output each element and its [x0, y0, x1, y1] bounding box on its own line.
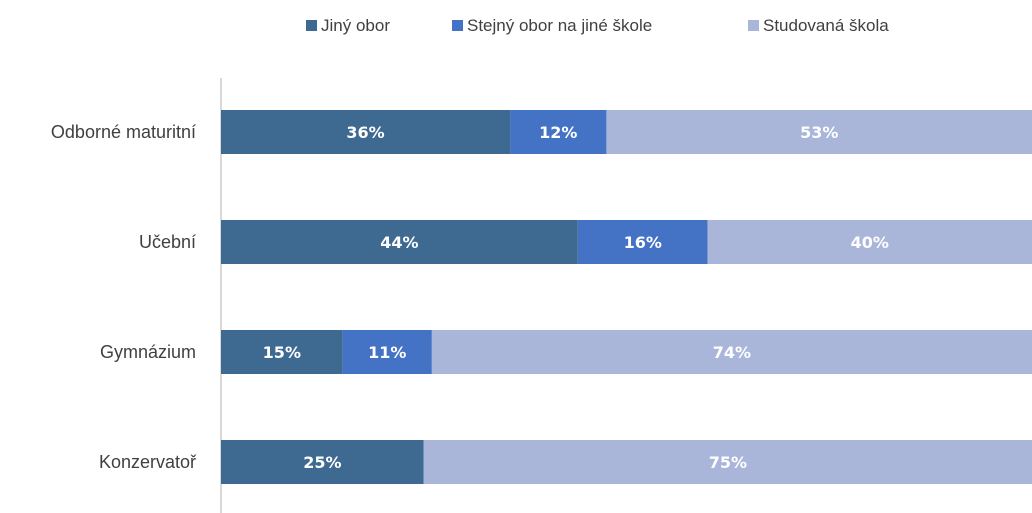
category-labels: Odborné maturitní Učební Gymnázium Konzerva… [51, 122, 197, 472]
legend-label-jiny-obor: Jiný obor [321, 16, 390, 35]
legend-swatch-studovana-skola [748, 20, 759, 31]
bar-segment-konzervator-jiny-obor [221, 440, 424, 484]
legend-swatch-jiny-obor [306, 20, 317, 31]
data-labels: 36% 12% 53% 44% 16% 40% 15% 11% 74% 25% 75% [263, 123, 889, 472]
bars [221, 110, 1032, 484]
bar-segment-odborne-maturitni-studovana-skola [606, 110, 1032, 154]
data-label-gymnazium-stejny-obor-na-jine-skole: 11% [368, 343, 406, 362]
legend-label-studovana-skola: Studovaná škola [763, 16, 889, 35]
data-label-ucebni-studovana-skola: 40% [851, 233, 889, 252]
bar-segment-odborne-maturitni-stejny-obor-na-jine-skole [510, 110, 607, 154]
data-label-ucebni-stejny-obor-na-jine-skole: 16% [624, 233, 662, 252]
data-label-odborne-maturitni-stejny-obor-na-jine-skole: 12% [539, 123, 577, 142]
data-label-gymnazium-jiny-obor: 15% [263, 343, 301, 362]
category-label-odborne-maturitni: Odborné maturitní [51, 122, 196, 142]
bar-segment-gymnazium-studovana-skola [431, 330, 1032, 374]
data-label-gymnazium-studovana-skola: 74% [713, 343, 751, 362]
legend-label-stejny-obor-na-jine-skole: Stejný obor na jiné škole [467, 16, 652, 35]
data-label-konzervator-studovana-skola: 75% [709, 453, 747, 472]
data-label-odborne-maturitni-jiny-obor: 36% [346, 123, 384, 142]
data-label-ucebni-jiny-obor: 44% [380, 233, 418, 252]
legend-swatch-stejny-obor-na-jine-skole [452, 20, 463, 31]
bar-segment-konzervator-studovana-skola [423, 440, 1032, 484]
legend: Jiný obor Stejný obor na jiné škole Studov… [306, 16, 889, 35]
category-label-ucebni: Učební [139, 232, 196, 252]
bar-segment-ucebni-stejny-obor-na-jine-skole [577, 220, 708, 264]
bar-segment-gymnazium-jiny-obor [221, 330, 343, 374]
bar-segment-gymnazium-stejny-obor-na-jine-skole [342, 330, 432, 374]
category-label-konzervator: Konzervatoř [99, 452, 197, 472]
bar-segment-ucebni-studovana-skola [707, 220, 1032, 264]
data-label-konzervator-jiny-obor: 25% [303, 453, 341, 472]
category-label-gymnazium: Gymnázium [100, 342, 196, 362]
bar-segment-ucebni-jiny-obor [221, 220, 578, 264]
bar-segment-odborne-maturitni-jiny-obor [221, 110, 511, 154]
data-label-odborne-maturitni-studovana-skola: 53% [800, 123, 838, 142]
